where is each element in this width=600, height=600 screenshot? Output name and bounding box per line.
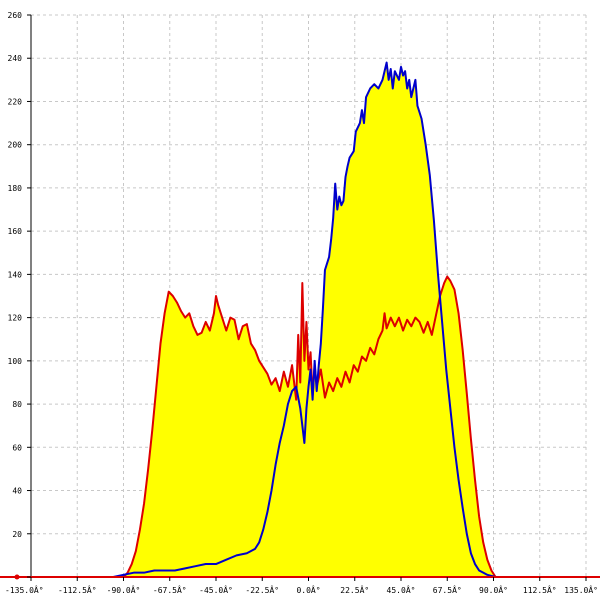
x-tick-label: 67.5Â° [433,584,462,595]
x-tick-label: 0.0Â° [296,584,320,595]
y-tick-label: 180 [8,184,23,193]
y-tick-label: 20 [12,530,22,539]
fill-layer [113,62,496,578]
y-tick-label: 220 [8,97,23,106]
x-tick-label: -67.5Â° [153,584,187,595]
tick-labels: 20 40 60 80 100 120 140 160 180 200 220 240 260 -135.… [5,11,598,595]
x-tick-label: -45.0Â° [199,584,233,595]
y-tick-label: 100 [8,357,23,366]
x-tick-label: 112.5Â° [523,584,557,595]
y-tick-label: 120 [8,314,23,323]
axes [0,14,600,581]
x-tick-label: -135.0Â° [5,584,44,595]
y-tick-label: 80 [12,400,22,409]
y-tick-label: 160 [8,227,23,236]
x-tick-label: 45.0Â° [387,584,416,595]
x-tick-label: -112.5Â° [58,584,97,595]
y-tick-label: 40 [12,487,22,496]
y-tick-label: 200 [8,141,23,150]
y-tick-label: 240 [8,54,23,63]
x-tick-label: 135.0Â° [564,584,598,595]
x-tick-label: -22.5Â° [245,584,279,595]
series-fill-2 [113,62,496,578]
series-line-2 [113,61,496,578]
series-line-1 [122,275,497,578]
y-tick-label: 260 [8,11,23,20]
x-tick-label: 22.5Â° [340,584,369,595]
y-tick-label: 60 [12,443,22,452]
series-lines [113,61,497,578]
x-tick-label: 90.0Â° [479,584,508,595]
y-tick-label: 140 [8,270,23,279]
x-tick-label: -90.0Â° [107,584,141,595]
origin-marker [14,574,20,580]
